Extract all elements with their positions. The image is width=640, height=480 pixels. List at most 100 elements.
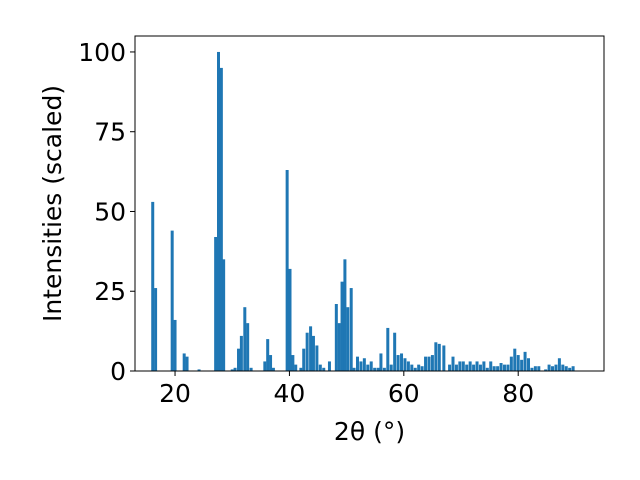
x-axis-label: 2θ (°) — [334, 417, 405, 446]
bar — [509, 356, 513, 371]
bar — [564, 366, 568, 371]
bar — [571, 366, 575, 371]
bar — [327, 361, 331, 371]
bar — [302, 348, 306, 371]
x-tick-label: 80 — [502, 379, 534, 408]
x-tick-label: 20 — [159, 379, 191, 408]
bar — [379, 353, 383, 371]
bar — [557, 358, 561, 371]
bar — [299, 367, 303, 371]
bar — [400, 353, 404, 371]
bar — [182, 353, 186, 371]
bar — [499, 363, 503, 371]
bar — [239, 335, 243, 371]
bar — [461, 361, 465, 371]
bar — [376, 367, 380, 371]
bar — [568, 367, 572, 371]
bar — [489, 361, 493, 371]
bar — [197, 369, 201, 371]
bar — [362, 358, 366, 371]
bar — [154, 288, 158, 371]
bar — [465, 364, 469, 371]
bar — [506, 364, 510, 371]
bar — [249, 367, 253, 371]
bar — [451, 356, 455, 371]
bar — [520, 359, 524, 371]
bar — [151, 201, 155, 371]
plot-frame — [134, 35, 605, 372]
bar — [271, 367, 275, 371]
bar — [561, 364, 565, 371]
bar — [373, 367, 377, 371]
bar — [420, 366, 424, 371]
bar — [311, 335, 315, 371]
bar — [285, 170, 289, 371]
bar — [475, 361, 479, 371]
bar — [482, 361, 486, 371]
bar — [337, 323, 341, 371]
bar — [233, 367, 237, 371]
bar — [343, 259, 347, 371]
bar — [309, 326, 313, 371]
bar — [359, 361, 363, 371]
x-tick-label: 40 — [274, 379, 306, 408]
bar — [269, 355, 273, 371]
bar — [217, 51, 220, 371]
bar — [533, 366, 537, 371]
bar — [243, 307, 247, 371]
bar — [170, 230, 174, 371]
x-axis-ticks: 20 40 60 80 — [159, 371, 534, 408]
y-axis-label: Intensities (scaled) — [38, 85, 67, 322]
bar — [410, 364, 414, 371]
bar — [318, 364, 322, 371]
bar — [246, 323, 250, 371]
y-tick-label: 100 — [78, 38, 126, 67]
bar — [389, 364, 393, 371]
bar — [334, 304, 338, 371]
bar — [527, 358, 530, 371]
bar — [294, 364, 298, 371]
bar — [417, 364, 421, 371]
bar — [352, 367, 356, 371]
bar — [396, 355, 400, 371]
bar — [458, 361, 462, 371]
bar — [266, 339, 270, 371]
bar — [513, 348, 517, 371]
bar — [472, 364, 476, 371]
y-tick-label: 75 — [94, 118, 126, 147]
bar — [437, 343, 441, 371]
bar — [496, 366, 500, 371]
y-axis-ticks: 0 25 50 75 100 — [78, 38, 135, 386]
bar — [406, 361, 410, 371]
y-tick-label: 0 — [110, 357, 126, 386]
bar — [413, 367, 417, 371]
bar — [523, 351, 527, 371]
bar — [173, 319, 177, 371]
x-tick-label: 60 — [388, 379, 420, 408]
bar — [403, 358, 407, 371]
bar — [393, 332, 397, 371]
bar — [346, 307, 350, 371]
bar — [478, 364, 482, 371]
y-tick-label: 50 — [94, 197, 126, 226]
bar — [222, 259, 226, 371]
bar — [530, 367, 534, 371]
bar — [551, 366, 555, 371]
bar — [547, 364, 551, 371]
bar — [537, 366, 541, 371]
bar — [315, 345, 319, 371]
bar — [454, 364, 458, 371]
bar — [430, 355, 434, 371]
bar-series — [151, 51, 575, 372]
bar — [288, 268, 292, 371]
bar — [185, 356, 189, 371]
bar — [554, 364, 558, 371]
bar — [442, 345, 446, 371]
bar — [355, 356, 359, 371]
bar — [485, 367, 489, 371]
bar — [237, 348, 241, 371]
bar — [386, 327, 390, 371]
y-tick-label: 25 — [94, 277, 126, 306]
bar — [516, 355, 520, 371]
